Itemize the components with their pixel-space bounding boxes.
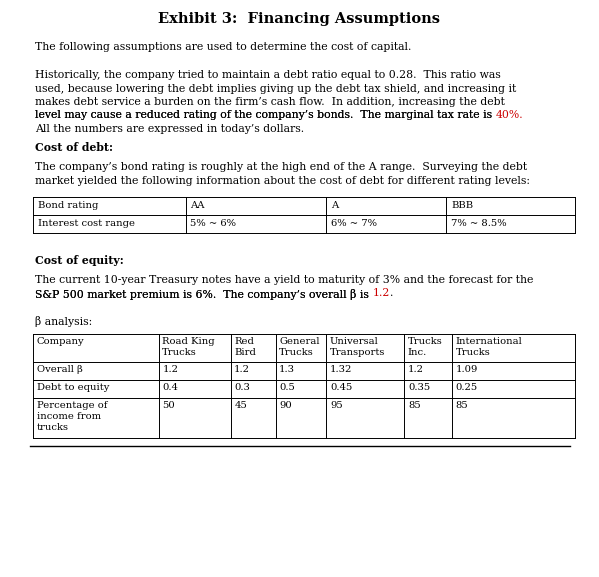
Text: AA: AA	[190, 201, 205, 210]
Text: 95: 95	[330, 401, 343, 410]
Text: 0.3: 0.3	[234, 383, 250, 392]
Text: 6% ~ 7%: 6% ~ 7%	[331, 219, 377, 228]
Text: The following assumptions are used to determine the cost of capital.: The following assumptions are used to de…	[35, 42, 412, 52]
Text: 50: 50	[162, 401, 175, 410]
Text: General
Trucks: General Trucks	[279, 337, 320, 357]
Text: A: A	[331, 201, 338, 210]
Text: Cost of equity:: Cost of equity:	[35, 255, 124, 266]
Text: 5% ~ 6%: 5% ~ 6%	[190, 219, 237, 228]
Text: 0.35: 0.35	[408, 383, 430, 392]
Text: Cost of debt:: Cost of debt:	[35, 142, 113, 153]
Text: Road King
Trucks: Road King Trucks	[162, 337, 215, 357]
Text: 0.25: 0.25	[456, 383, 478, 392]
Text: 1.09: 1.09	[456, 365, 478, 374]
Text: Historically, the company tried to maintain a debt ratio equal to 0.28.  This ra: Historically, the company tried to maint…	[35, 70, 501, 80]
Text: All the numbers are expressed in today’s dollars.: All the numbers are expressed in today’s…	[35, 124, 304, 134]
Text: makes debt service a burden on the firm’s cash flow.  In addition, increasing th: makes debt service a burden on the firm’…	[35, 97, 505, 107]
Text: Universal
Transports: Universal Transports	[330, 337, 385, 357]
Text: 1.2: 1.2	[234, 365, 250, 374]
Text: BBB: BBB	[451, 201, 473, 210]
Text: 7% ~ 8.5%: 7% ~ 8.5%	[451, 219, 507, 228]
Text: level may cause a reduced rating of the company’s bonds.  The marginal tax rate : level may cause a reduced rating of the …	[35, 111, 495, 121]
Text: 0.45: 0.45	[330, 383, 352, 392]
Text: 1.32: 1.32	[330, 365, 352, 374]
Text: 85: 85	[456, 401, 468, 410]
Text: 90: 90	[279, 401, 292, 410]
Text: 1.3: 1.3	[279, 365, 295, 374]
Text: 1.2: 1.2	[408, 365, 424, 374]
Text: 85: 85	[408, 401, 420, 410]
Text: Bond rating: Bond rating	[38, 201, 98, 210]
Text: .: .	[390, 288, 393, 298]
Text: The current 10-year Treasury notes have a yield to maturity of 3% and the foreca: The current 10-year Treasury notes have …	[35, 275, 533, 285]
Text: Exhibit 3:  Financing Assumptions: Exhibit 3: Financing Assumptions	[159, 12, 440, 26]
Text: used, because lowering the debt implies giving up the debt tax shield, and incre: used, because lowering the debt implies …	[35, 84, 516, 93]
Text: Interest cost range: Interest cost range	[38, 219, 135, 228]
Text: International
Trucks: International Trucks	[456, 337, 522, 357]
Text: Debt to equity: Debt to equity	[37, 383, 109, 392]
Text: Red
Bird: Red Bird	[234, 337, 256, 357]
Text: Trucks
Inc.: Trucks Inc.	[408, 337, 443, 357]
Text: The company’s bond rating is roughly at the high end of the A range.  Surveying : The company’s bond rating is roughly at …	[35, 162, 527, 172]
Text: 1.2: 1.2	[373, 288, 390, 298]
Text: S&P 500 market premium is 6%.  The company’s overall β is: S&P 500 market premium is 6%. The compan…	[35, 288, 373, 299]
Text: market yielded the following information about the cost of debt for different ra: market yielded the following information…	[35, 175, 530, 185]
Text: Company: Company	[37, 337, 84, 346]
Text: level may cause a reduced rating of the company’s bonds.  The marginal tax rate : level may cause a reduced rating of the …	[35, 111, 495, 121]
Text: 45: 45	[234, 401, 247, 410]
Text: 1.2: 1.2	[162, 365, 179, 374]
Text: Overall β: Overall β	[37, 365, 82, 374]
Text: 0.4: 0.4	[162, 383, 179, 392]
Text: 0.5: 0.5	[279, 383, 295, 392]
Text: 40%.: 40%.	[495, 111, 524, 121]
Text: β analysis:: β analysis:	[35, 316, 92, 327]
Text: Percentage of
income from
trucks: Percentage of income from trucks	[37, 401, 107, 432]
Text: S&P 500 market premium is 6%.  The company’s overall β is: S&P 500 market premium is 6%. The compan…	[35, 288, 373, 299]
